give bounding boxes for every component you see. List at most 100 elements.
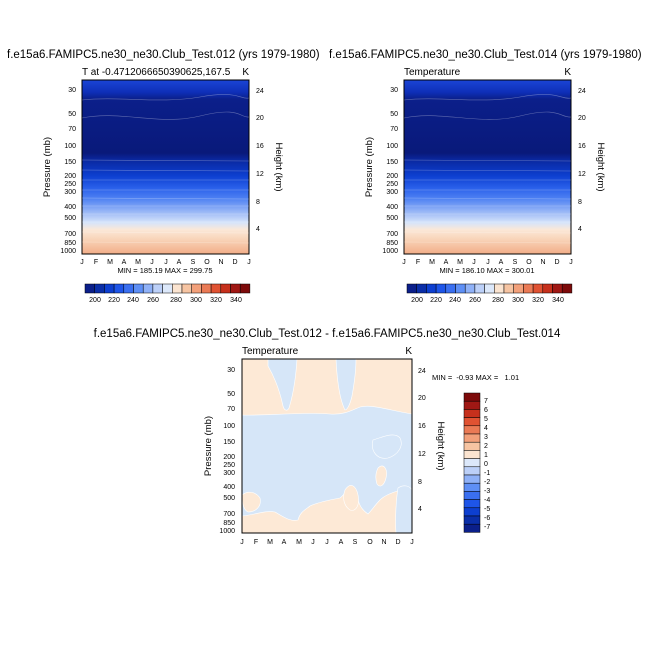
colorbar-swatch <box>494 283 505 294</box>
colorbar-label: -5 <box>484 506 490 513</box>
x-tick-label: D <box>232 259 237 266</box>
y-right-tick-label: 8 <box>256 199 260 206</box>
colorbar-label: 280 <box>170 297 182 304</box>
x-tick-label: M <box>107 259 113 266</box>
colorbar-swatch <box>463 507 481 517</box>
y-tick-label: 400 <box>64 204 76 211</box>
colorbar-swatch <box>463 417 481 427</box>
colorbar-swatch <box>406 283 417 294</box>
panel-3-x-axis: J F M A M J J A S O N D J <box>240 539 414 546</box>
y-tick-label: 100 <box>64 143 76 150</box>
panel-1-colorbar <box>84 283 251 294</box>
y-right-tick-label: 12 <box>256 171 264 178</box>
panel-3-subtitle-right: K <box>405 346 412 357</box>
colorbar-swatch <box>542 283 553 294</box>
x-tick-label: O <box>367 539 373 546</box>
panel-1-ylabel-right: Height (km) <box>273 142 284 191</box>
colorbar-swatch <box>463 466 481 476</box>
colorbar-label: 260 <box>469 297 481 304</box>
colorbar-label: 200 <box>89 297 101 304</box>
colorbar-swatch <box>142 283 154 294</box>
x-tick-label: F <box>416 259 420 266</box>
positive-region <box>343 485 359 511</box>
panel-2-colorbar-labels: 200 220 240 260 280 300 320 340 <box>411 297 564 304</box>
panel-2-subtitle-right: K <box>564 67 571 78</box>
colorbar-swatch <box>239 283 251 294</box>
colorbar-swatch <box>104 283 115 294</box>
y-tick-label: 150 <box>386 159 398 166</box>
panel-1-title: f.e15a6.FAMIPC5.ne30_ne30.Club_Test.012 … <box>7 49 320 61</box>
y-right-tick-label: 4 <box>578 226 582 233</box>
y-tick-label: 250 <box>386 181 398 188</box>
colorbar-swatch <box>532 283 544 294</box>
colorbar-swatch <box>220 283 231 294</box>
colorbar-swatch <box>523 283 534 294</box>
y-tick-label: 50 <box>68 111 76 118</box>
colorbar-label: 320 <box>210 297 222 304</box>
colorbar-label: -3 <box>484 488 490 495</box>
y-tick-label: 50 <box>390 111 398 118</box>
colorbar-swatch <box>152 283 163 294</box>
colorbar-swatch <box>230 283 241 294</box>
colorbar-label: 6 <box>484 407 488 414</box>
x-tick-label: M <box>267 539 273 546</box>
y-tick-label: 500 <box>386 215 398 222</box>
y-tick-label: 700 <box>386 231 398 238</box>
colorbar-label: 200 <box>411 297 423 304</box>
panel-1-ylabel: Pressure (mb) <box>42 137 53 197</box>
x-tick-label: S <box>513 259 518 266</box>
colorbar-label: 5 <box>484 416 488 423</box>
x-tick-label: J <box>150 259 154 266</box>
colorbar-label: 2 <box>484 443 488 450</box>
colorbar-swatch <box>561 283 573 294</box>
panel-3-right-axis: 24 20 16 12 8 4 <box>418 368 426 513</box>
y-tick-label: 850 <box>386 240 398 247</box>
y-right-tick-label: 4 <box>418 506 422 513</box>
panel-3-title: f.e15a6.FAMIPC5.ne30_ne30.Club_Test.012 … <box>94 328 561 340</box>
colorbar-label: 3 <box>484 434 488 441</box>
panel-2-plot-area <box>403 79 572 255</box>
colorbar-label: 220 <box>108 297 120 304</box>
colorbar-swatch <box>513 283 524 294</box>
colorbar-swatch <box>463 474 481 484</box>
colorbar-swatch <box>172 283 183 294</box>
x-tick-label: A <box>282 539 287 546</box>
panel-3-ylabel: Pressure (mb) <box>203 416 214 476</box>
x-tick-label: J <box>325 539 329 546</box>
colorbar-swatch <box>463 450 481 459</box>
colorbar-label: -1 <box>484 470 490 477</box>
colorbar-swatch <box>464 283 476 294</box>
colorbar-swatch <box>463 400 481 410</box>
colorbar-swatch <box>426 283 437 294</box>
y-right-tick-label: 16 <box>418 423 426 430</box>
x-tick-label: A <box>122 259 127 266</box>
colorbar-swatch <box>463 482 481 492</box>
x-tick-label: F <box>254 539 258 546</box>
y-tick-label: 300 <box>64 189 76 196</box>
y-right-tick-label: 20 <box>418 395 426 402</box>
colorbar-label: 1 <box>484 452 488 459</box>
positive-region <box>241 491 261 513</box>
x-tick-label: D <box>554 259 559 266</box>
x-tick-label: M <box>135 259 141 266</box>
colorbar-swatch <box>445 283 456 294</box>
panel-3-subtitle-left: Temperature <box>242 346 299 357</box>
x-tick-label: J <box>164 259 168 266</box>
colorbar-swatch <box>94 283 105 294</box>
panel-2-subtitle-left: Temperature <box>404 67 461 78</box>
panel-1: f.e15a6.FAMIPC5.ne30_ne30.Club_Test.012 … <box>7 49 320 304</box>
x-tick-label: J <box>486 259 490 266</box>
y-tick-label: 1000 <box>219 528 235 535</box>
y-right-tick-label: 16 <box>578 143 586 150</box>
panel-3-colorbar <box>463 392 481 533</box>
x-tick-label: N <box>381 539 386 546</box>
y-tick-label: 200 <box>223 454 235 461</box>
y-tick-label: 400 <box>386 204 398 211</box>
y-tick-label: 150 <box>223 439 235 446</box>
colorbar-swatch <box>463 499 481 509</box>
x-tick-label: N <box>218 259 223 266</box>
negative-region <box>395 485 413 534</box>
colorbar-swatch <box>133 283 144 294</box>
x-tick-label: A <box>339 539 344 546</box>
colorbar-label: 280 <box>492 297 504 304</box>
